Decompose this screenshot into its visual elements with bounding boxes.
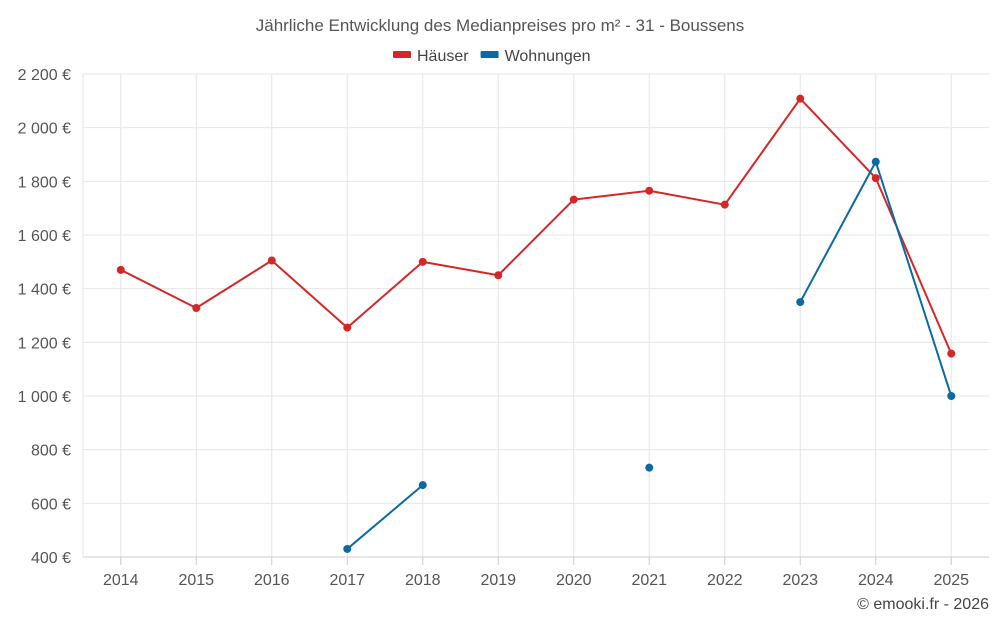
data-point [569, 195, 578, 204]
legend-label: Häuser [417, 48, 469, 65]
y-tick-label: 1 200 € [18, 335, 71, 352]
y-tick-label: 800 € [31, 443, 71, 460]
data-point [871, 157, 880, 166]
data-point [645, 186, 654, 195]
y-tick-label: 2 000 € [18, 121, 71, 138]
data-point [418, 257, 427, 266]
data-point [116, 265, 125, 274]
data-point [343, 323, 352, 332]
x-tick-label: 2016 [254, 572, 290, 589]
x-tick-label: 2018 [405, 572, 441, 589]
data-point [645, 463, 654, 472]
data-point [871, 174, 880, 183]
series-line [346, 484, 424, 550]
grid [83, 73, 989, 557]
x-tick-label: 2015 [178, 572, 214, 589]
data-point [267, 256, 276, 265]
x-tick-label: 2024 [858, 572, 894, 589]
x-tick-label: 2019 [480, 572, 516, 589]
series-2 [343, 157, 956, 553]
data-point [192, 303, 201, 312]
data-point [947, 392, 956, 400]
legend-item-2: Wohnungen [480, 48, 591, 65]
y-tick-label: 1 600 € [18, 228, 71, 245]
x-tick-label: 2025 [933, 572, 969, 589]
series-layer [116, 94, 956, 553]
y-tick-label: 1 000 € [18, 389, 71, 406]
x-tick-label: 2017 [329, 572, 365, 589]
legend-swatch [393, 51, 411, 58]
series-1 [116, 94, 956, 358]
x-tick-label: 2023 [782, 572, 818, 589]
legend-label: Wohnungen [505, 48, 591, 65]
legend-item-1: Häuser [393, 48, 469, 65]
y-tick-label: 1 800 € [18, 174, 71, 191]
x-tick-label: 2020 [556, 572, 592, 589]
data-point [418, 481, 427, 490]
data-point [720, 200, 729, 209]
x-tick-label: 2021 [631, 572, 667, 589]
data-point [796, 298, 805, 307]
axes: 400 € 600 € 800 € 1 000 € 1 200 € 1 400 € 1 60… [18, 67, 989, 589]
x-tick-label: 2014 [103, 572, 139, 589]
x-tick-label: 2022 [707, 572, 743, 589]
y-tick-label: 2 200 € [18, 67, 71, 84]
data-point [796, 94, 805, 103]
data-point [494, 271, 503, 280]
legend: Häuser Wohnungen [393, 48, 591, 65]
y-tick-label: 400 € [31, 550, 71, 567]
credit-text: © emooki.fr - 2026 [857, 596, 989, 613]
chart-title: Jährliche Entwicklung des Medianpreises … [256, 16, 745, 35]
series-line [120, 97, 953, 354]
legend-swatch [480, 51, 499, 58]
y-tick-label: 1 400 € [18, 282, 71, 299]
y-tick-label: 600 € [31, 496, 71, 513]
data-point [947, 349, 956, 358]
data-point [343, 544, 352, 553]
